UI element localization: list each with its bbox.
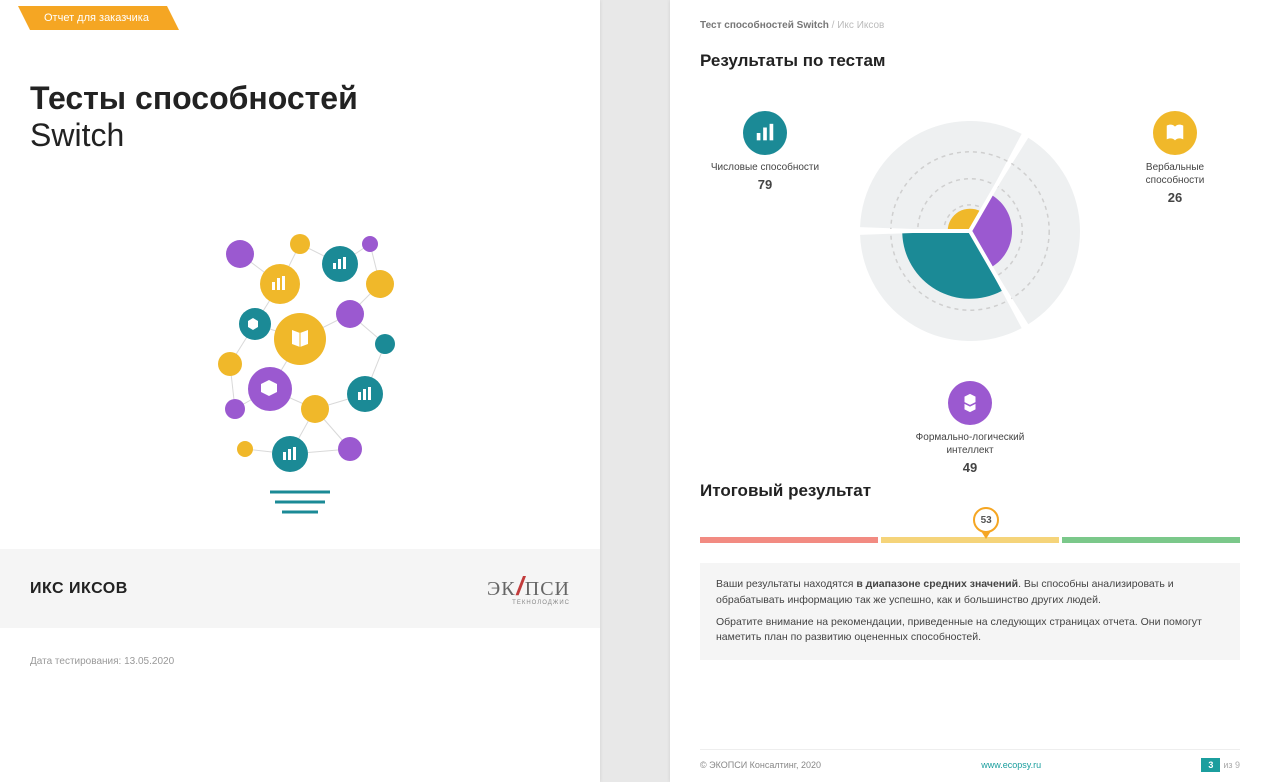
radial-chart (840, 101, 1100, 361)
title-block: Тесты способностей Switch (0, 30, 600, 154)
title-line1: Тесты способностей (30, 80, 570, 117)
page-number: 3из 9 (1201, 758, 1240, 772)
metric-numeric: Числовые способности 79 (710, 111, 820, 194)
copyright: © ЭКОПСИ Консалтинг, 2020 (700, 760, 821, 770)
ecopsy-logo: ЭК/ПСИ ТЕКНОЛОДЖИС (487, 571, 570, 606)
cover-page: Отчет для заказчика Тесты способностей S… (0, 0, 600, 782)
metric-logic: Формально-логический интеллект 49 (915, 381, 1025, 477)
bars-icon (743, 111, 787, 155)
cubes-icon (948, 381, 992, 425)
bulb-illustration (0, 194, 600, 529)
title-line2: Switch (30, 117, 570, 154)
breadcrumb: Тест способностей Switch / Икс Иксов (670, 0, 1270, 31)
scale-low (700, 537, 878, 543)
bulb-nodes (218, 234, 395, 472)
radial-chart-zone: Числовые способности 79 Вербальные спосо… (710, 91, 1230, 471)
results-page: Тест способностей Switch / Икс Иксов Рез… (670, 0, 1270, 782)
score-scale: 53 (670, 501, 1270, 543)
report-type-badge: Отчет для заказчика (30, 6, 167, 30)
metric-verbal: Вербальные способности 26 (1120, 111, 1230, 207)
page-footer: © ЭКОПСИ Консалтинг, 2020 www.ecopsy.ru … (700, 749, 1240, 772)
scale-mid (881, 537, 1059, 543)
section-results-title: Результаты по тестам (670, 31, 1270, 71)
book-icon (1153, 111, 1197, 155)
scale-high (1062, 537, 1240, 543)
candidate-name: ИКС ИКСОВ (30, 580, 128, 598)
summary-box: Ваши результаты находятся в диапазоне ср… (700, 563, 1240, 660)
candidate-band: ИКС ИКСОВ ЭК/ПСИ ТЕКНОЛОДЖИС (0, 549, 600, 628)
footer-url[interactable]: www.ecopsy.ru (981, 760, 1041, 770)
score-marker: 53 (973, 507, 999, 539)
test-date: Дата тестирования: 13.05.2020 (0, 628, 600, 667)
